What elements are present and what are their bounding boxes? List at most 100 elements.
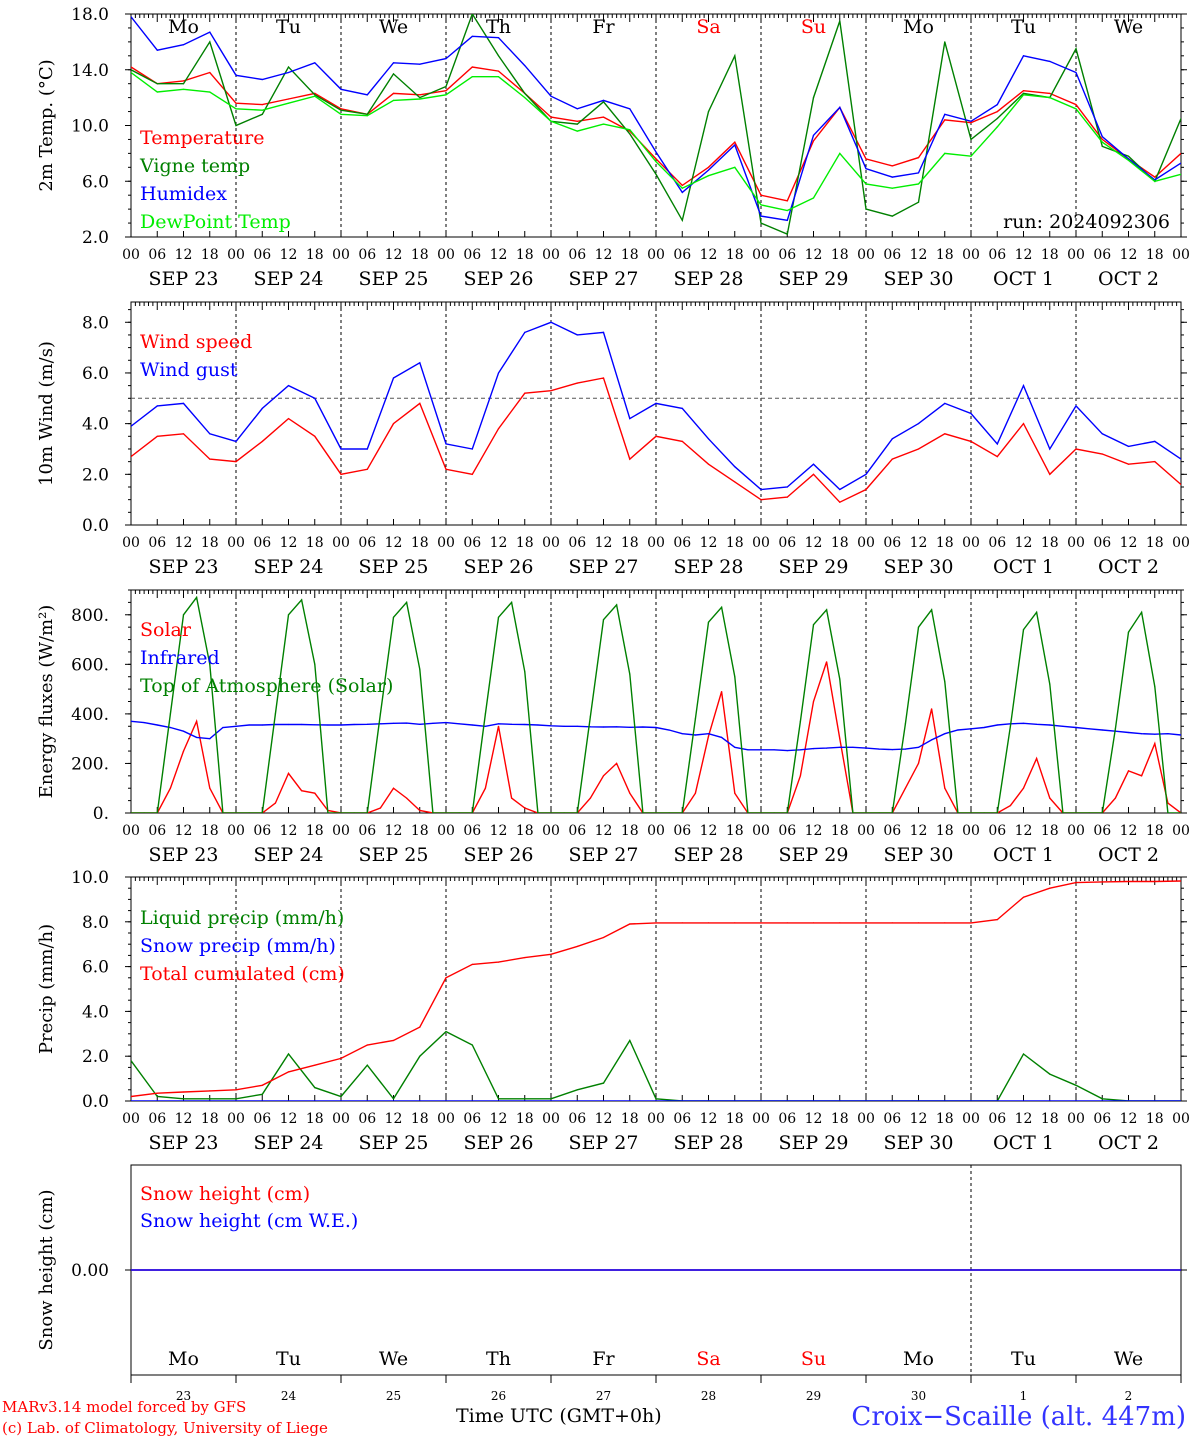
data-point (287, 418, 290, 420)
y-axis-label: Energy fluxes (W/m²) (36, 605, 57, 799)
data-point (1075, 48, 1077, 50)
station-label: Croix−Scaille (alt. 447m) (851, 1402, 1186, 1432)
hour-tick-label: 00 (332, 823, 350, 839)
y-axis-label: Precip (mm/h) (36, 924, 57, 1054)
data-point (799, 775, 802, 777)
data-point (734, 746, 736, 748)
y-tick-label: 0.0 (82, 1092, 109, 1112)
data-point (261, 407, 263, 409)
y-tick-label: 2.0 (82, 465, 109, 485)
data-point (419, 1100, 421, 1101)
date-label: SEP 27 (569, 844, 639, 866)
data-point (681, 922, 683, 924)
data-point (655, 726, 657, 729)
data-point (681, 812, 683, 813)
data-point (917, 626, 920, 628)
chart-panel-5: 0.00 Snow height (cm) Snow height (cm) Snow… (36, 1164, 1187, 1376)
data-point (419, 362, 421, 364)
legend-label: Top of Atmosphere (Solar) (140, 675, 393, 697)
data-point (917, 448, 920, 450)
data-point (734, 1100, 736, 1101)
data-point (366, 113, 368, 115)
data-point (1062, 725, 1064, 727)
data-point (1036, 611, 1038, 613)
weekday-label: We (1114, 16, 1143, 38)
data-point (235, 108, 237, 110)
data-point (1154, 461, 1156, 463)
data-point (287, 71, 290, 74)
hour-tick-label: 12 (700, 535, 718, 551)
y-tick-label: 14.0 (71, 61, 109, 81)
hour-tick-label: 00 (122, 535, 140, 551)
data-point (340, 1100, 342, 1101)
hour-tick-label: 06 (988, 247, 1006, 263)
data-point (773, 812, 775, 813)
data-point (655, 151, 657, 153)
hour-tick-label: 06 (358, 823, 376, 839)
data-point (1127, 158, 1130, 160)
data-point (209, 663, 211, 665)
data-point (301, 723, 303, 726)
legend-label: Snow height (cm W.E.) (140, 1210, 358, 1232)
data-point (944, 152, 946, 154)
data-point (353, 723, 355, 726)
data-point (668, 729, 670, 731)
y-tick-label: 2.0 (82, 228, 109, 248)
data-point (524, 1100, 526, 1101)
hour-tick-label: 18 (516, 1111, 534, 1127)
data-point (734, 481, 736, 483)
data-point (274, 713, 276, 715)
data-point (760, 749, 762, 751)
data-point (707, 111, 710, 113)
data-point (1049, 448, 1051, 450)
data-point (524, 65, 526, 67)
data-point (1141, 611, 1143, 613)
data-point (511, 723, 513, 725)
data-point (537, 724, 539, 726)
hour-tick-label: 12 (1015, 823, 1033, 839)
y-tick-label: 10.0 (71, 868, 109, 888)
time-axis-label: Time UTC (GMT+0h) (456, 1405, 662, 1427)
data-point (917, 201, 920, 203)
data-point (1154, 180, 1156, 182)
data-point (550, 321, 552, 323)
data-point (537, 812, 539, 813)
hour-tick-label: 00 (857, 1111, 875, 1127)
y-tick-label: 18.0 (71, 5, 109, 25)
hour-tick-label: 06 (883, 1111, 901, 1127)
hour-tick-label: 12 (910, 535, 928, 551)
data-point (261, 109, 263, 111)
data-point (156, 49, 158, 51)
lab-credit: (c) Lab. of Climatology, University of L… (2, 1419, 328, 1437)
data-point (734, 792, 736, 794)
data-point (392, 1100, 395, 1101)
data-point (445, 443, 447, 445)
y-tick-label: 10.0 (71, 117, 109, 137)
data-point (471, 14, 473, 15)
data-point (419, 63, 421, 65)
data-point (839, 922, 841, 924)
data-point (1075, 1084, 1077, 1086)
data-point (287, 385, 290, 387)
data-point (131, 16, 132, 18)
data-point (799, 720, 802, 722)
hour-tick-label: 00 (122, 247, 140, 263)
data-point (602, 101, 605, 103)
data-point (629, 418, 631, 420)
data-point (287, 102, 290, 104)
data-point (458, 723, 460, 725)
data-point (668, 812, 670, 813)
data-point (812, 922, 815, 924)
data-point (314, 1100, 316, 1101)
data-point (1049, 97, 1051, 99)
data-point (314, 1064, 316, 1066)
date-label: SEP 27 (569, 556, 639, 578)
data-point (143, 812, 145, 813)
chart-panel-2: 0.0 2.0 4.0 6.0 8.0 10m Wind (m/s) Wind speed W… (36, 301, 1190, 578)
data-point (445, 468, 447, 470)
data-point (209, 31, 211, 33)
hour-tick-label: 06 (1093, 1111, 1111, 1127)
data-point (419, 809, 421, 812)
data-point (406, 797, 408, 799)
data-point (1022, 385, 1025, 387)
